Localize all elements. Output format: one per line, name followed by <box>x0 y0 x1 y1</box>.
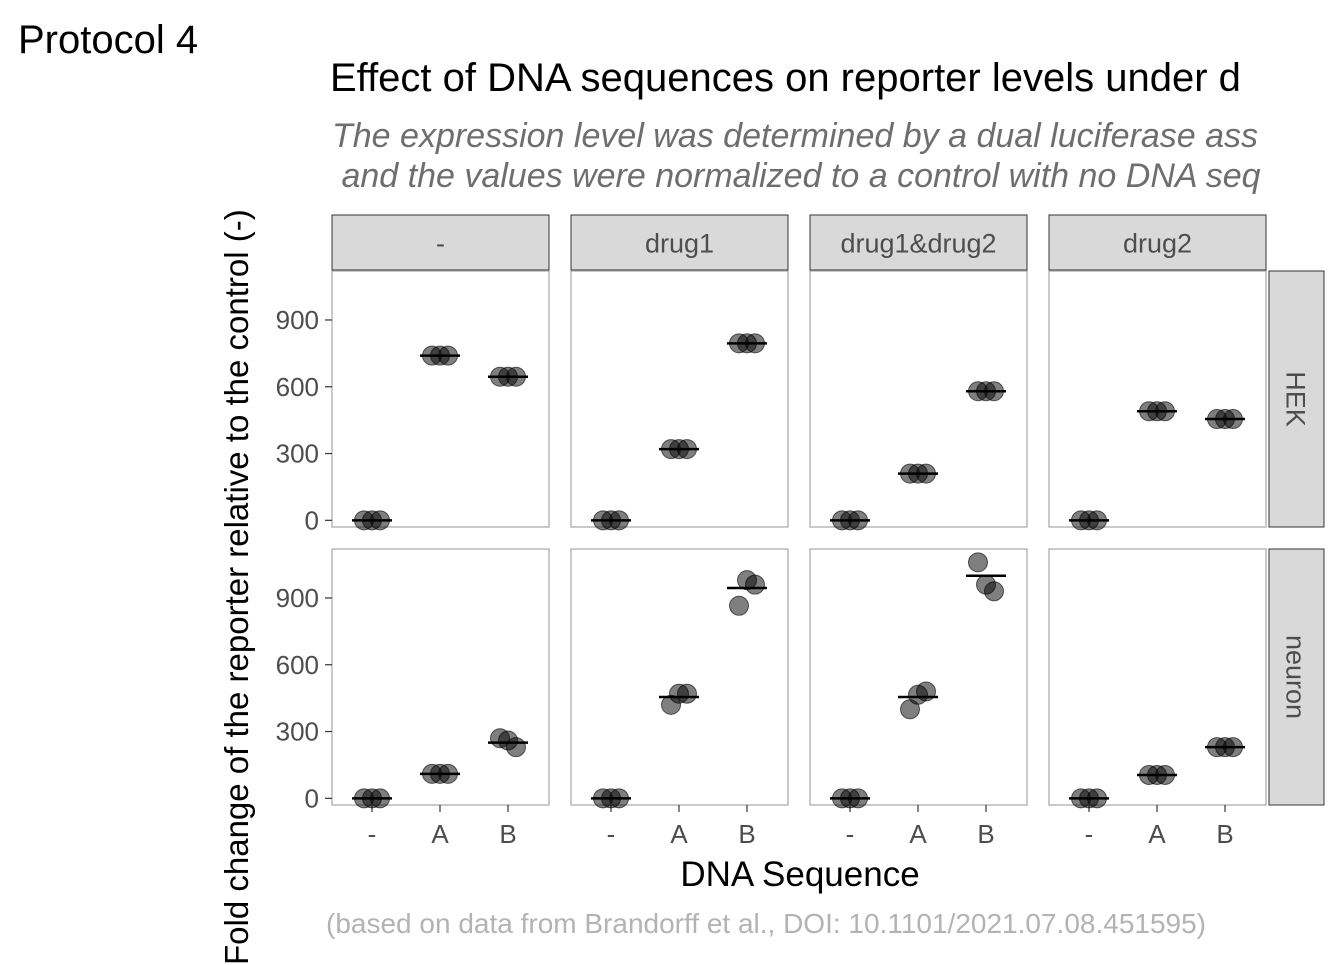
x-tick-label: B <box>499 819 516 849</box>
facet-strip <box>570 214 789 271</box>
y-tick-label: 300 <box>276 439 319 469</box>
data-point <box>968 552 988 573</box>
facet-strip-label: drug2 <box>1123 229 1192 259</box>
figure-tag: Protocol 4 <box>18 18 199 62</box>
facet-strip <box>809 214 1028 271</box>
chart-title: Effect of DNA sequences on reporter leve… <box>330 56 1241 100</box>
x-tick-label: - <box>607 819 616 849</box>
x-tick-label: A <box>909 819 927 849</box>
data-point <box>745 574 765 595</box>
panel-border <box>809 270 1028 528</box>
x-tick-label: B <box>977 819 994 849</box>
facet-strip-label: neuron <box>1281 635 1311 719</box>
facet-strip <box>331 214 550 271</box>
chart-caption: (based on data from Brandorff et al., DO… <box>326 908 1207 939</box>
y-tick-label: 0 <box>305 783 319 813</box>
data-point <box>506 737 526 758</box>
x-tick-label: - <box>1085 819 1094 849</box>
y-tick-label: 600 <box>276 372 319 402</box>
chart-subtitle: The expression level was determined by a… <box>332 117 1261 195</box>
x-tick-label: A <box>670 819 688 849</box>
facet-strip-label: drug1&drug2 <box>840 229 996 259</box>
data-point <box>729 595 749 616</box>
panel-border <box>1048 270 1267 528</box>
facet-strip-label: - <box>436 229 445 259</box>
x-tick-label: A <box>1148 819 1166 849</box>
x-tick-label: B <box>738 819 755 849</box>
facet-strip <box>1048 214 1267 271</box>
x-tick-label: B <box>1216 819 1233 849</box>
panel-border <box>331 270 550 528</box>
x-tick-label: - <box>846 819 855 849</box>
y-tick-label: 900 <box>276 583 319 613</box>
panel-border <box>570 270 789 528</box>
x-tick-label: A <box>431 819 449 849</box>
y-tick-label: 300 <box>276 717 319 747</box>
data-point <box>677 683 697 704</box>
y-tick-label: 0 <box>305 505 319 535</box>
facet-strip-label: drug1 <box>645 229 714 259</box>
y-tick-label: 900 <box>276 305 319 335</box>
data-point <box>984 581 1004 602</box>
facet-strip-label: HEK <box>1281 371 1311 427</box>
facet-strip <box>1268 548 1325 806</box>
x-axis-label: DNA Sequence <box>680 855 920 894</box>
x-tick-label: - <box>368 819 377 849</box>
facet-strip <box>1268 270 1325 528</box>
y-tick-label: 600 <box>276 650 319 680</box>
